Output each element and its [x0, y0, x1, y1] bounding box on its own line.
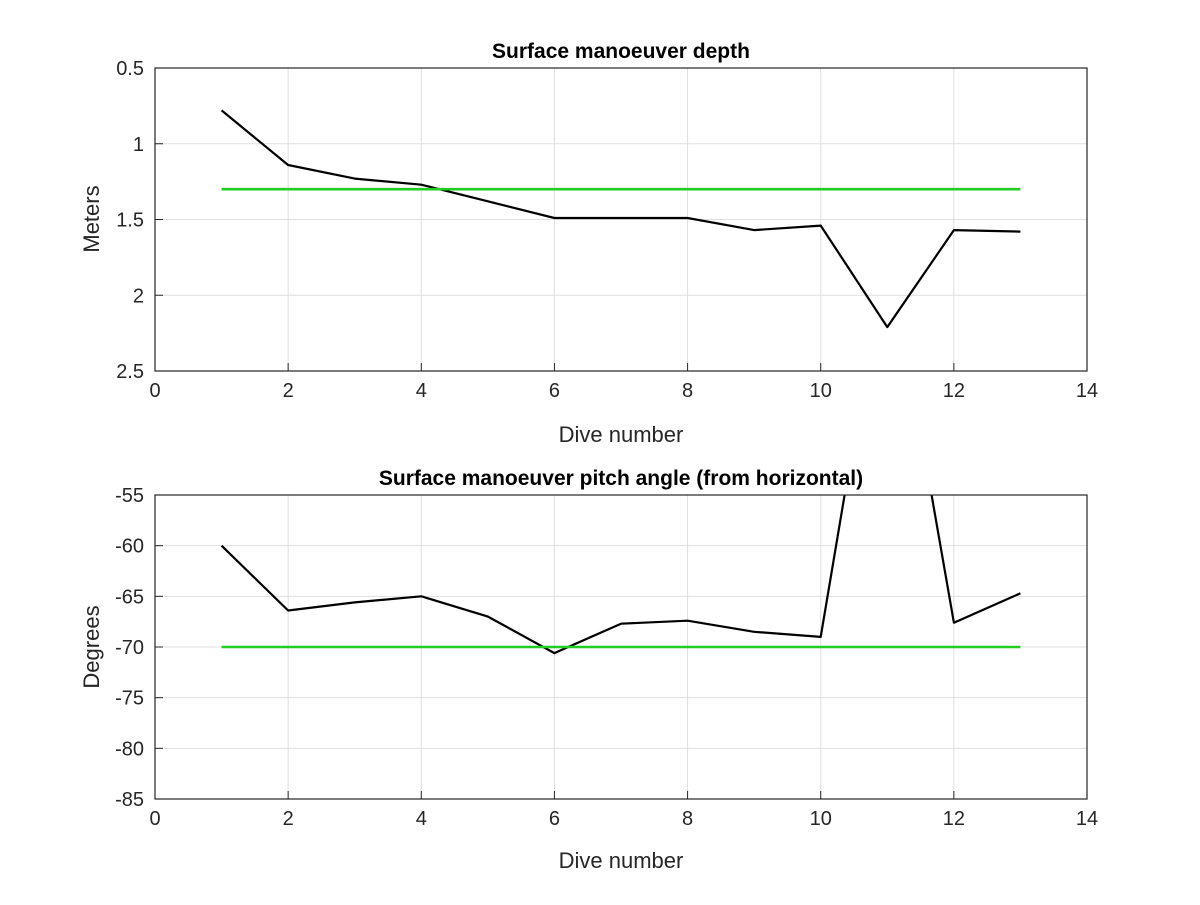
- pitch-measured-line: [220, 495, 1021, 655]
- depth-x-tick-label: 8: [682, 380, 693, 402]
- pitch-y-tick-label: -65: [115, 586, 144, 608]
- pitch-x-tick-label: 0: [149, 808, 160, 830]
- pitch-ticks: 0 2 4 6 8 10 12 14 -55 -60 -65 -70 -75 -80 -85: [115, 485, 1098, 830]
- pitch-x-tick-label: 10: [810, 808, 832, 830]
- depth-x-tick-label: 4: [416, 380, 427, 402]
- depth-x-tick-label: 10: [810, 380, 832, 402]
- depth-series: [220, 109, 1021, 329]
- depth-y-tick-label: 2.5: [116, 361, 144, 383]
- pitch-x-tick-label: 6: [549, 808, 560, 830]
- pitch-x-axis-label: Dive number: [559, 848, 684, 873]
- depth-y-tick-label: 1.5: [116, 210, 144, 232]
- pitch-chart: 0 2 4 6 8 10 12 14 -55 -60 -65 -70 -75 -80 -85 Surface…: [79, 467, 1098, 873]
- depth-chart: 0 2 4 6 8 10 12 14 0.5 1 1.5 2 2.5 Surface manoeuver…: [79, 40, 1098, 447]
- depth-y-axis-label: Meters: [79, 185, 104, 252]
- pitch-chart-title: Surface manoeuver pitch angle (from hori…: [379, 467, 863, 490]
- pitch-y-tick-label: -70: [115, 637, 144, 659]
- depth-x-tick-label: 0: [149, 380, 160, 402]
- depth-x-axis-label: Dive number: [559, 422, 684, 447]
- pitch-y-axis-label: Degrees: [79, 605, 104, 688]
- pitch-y-tick-label: -80: [115, 738, 144, 760]
- pitch-y-tick-label: -75: [115, 688, 144, 710]
- depth-x-tick-label: 12: [943, 380, 965, 402]
- pitch-y-tick-label: -60: [115, 536, 144, 558]
- depth-y-tick-label: 0.5: [116, 58, 144, 80]
- depth-x-tick-label: 6: [549, 380, 560, 402]
- depth-x-tick-label: 2: [283, 380, 294, 402]
- pitch-x-tick-label: 14: [1076, 808, 1098, 830]
- pitch-y-tick-label: -55: [115, 485, 144, 507]
- depth-measured-line: [220, 109, 1021, 329]
- depth-ticks: 0 2 4 6 8 10 12 14 0.5 1 1.5 2 2.5: [116, 58, 1098, 402]
- pitch-series: [220, 495, 1021, 655]
- pitch-x-tick-label: 4: [416, 808, 427, 830]
- depth-y-tick-label: 1: [133, 134, 144, 156]
- pitch-x-tick-label: 8: [682, 808, 693, 830]
- pitch-x-tick-label: 2: [283, 808, 294, 830]
- depth-x-tick-label: 14: [1076, 380, 1098, 402]
- depth-y-tick-label: 2: [133, 285, 144, 307]
- depth-grid: [154, 67, 1088, 372]
- pitch-x-tick-label: 12: [943, 808, 965, 830]
- depth-chart-title: Surface manoeuver depth: [492, 40, 750, 63]
- pitch-y-tick-label: -85: [115, 789, 144, 811]
